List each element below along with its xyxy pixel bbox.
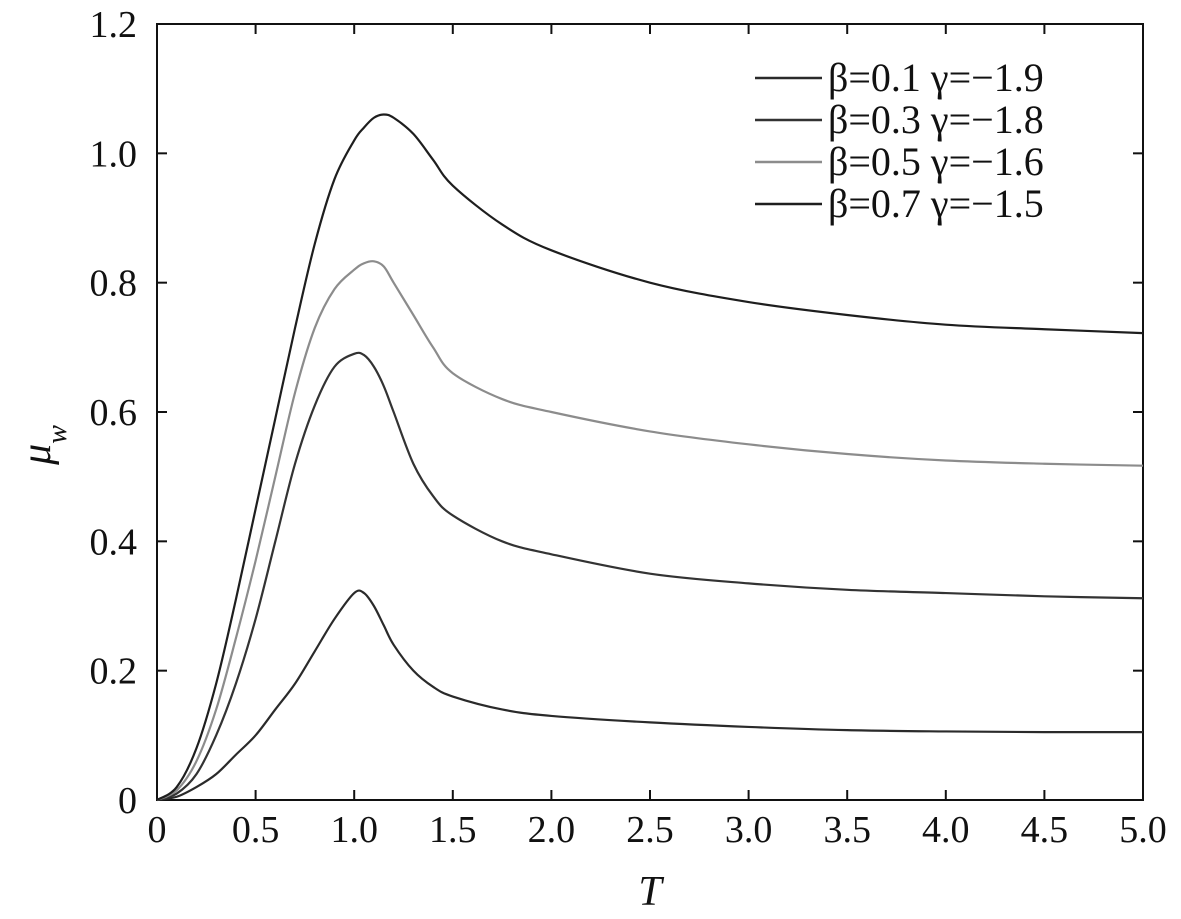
- x-tick-label: 0: [148, 809, 167, 851]
- x-tick-label: 0.5: [232, 809, 280, 851]
- x-axis-label: T: [638, 869, 664, 915]
- legend-label-1: β=0.1 γ=−1.9: [828, 55, 1044, 100]
- x-tick-label: 1.0: [330, 809, 378, 851]
- series-line-1: [156, 589, 1144, 802]
- y-tick-label: 0.2: [90, 651, 138, 693]
- y-axis-label-main: μ: [14, 444, 60, 466]
- x-tick-label: 5.0: [1119, 809, 1167, 851]
- tick-labels: 0 0.5 1.0 1.5 2.0 2.5 3.0 3.5 4.0 4.5 5.0 0 0.2 0.4 0.…: [90, 4, 1167, 851]
- y-axis-label-sub: w: [42, 425, 73, 444]
- y-tick-label: 0.6: [90, 392, 138, 434]
- x-tick-label: 3.5: [823, 809, 871, 851]
- y-tick-label: 0.8: [90, 263, 138, 305]
- x-tick-label: 2.0: [528, 809, 576, 851]
- series-line-4: [156, 113, 1144, 801]
- series-lines: [156, 113, 1144, 802]
- axis-ticks: [156, 23, 1144, 801]
- y-tick-label: 0: [118, 780, 137, 822]
- x-tick-label: 4.5: [1021, 809, 1069, 851]
- series-line-2: [156, 351, 1144, 802]
- x-tick-label: 4.0: [922, 809, 970, 851]
- x-tick-label: 1.5: [429, 809, 477, 851]
- x-tick-label: 2.5: [626, 809, 674, 851]
- legend-label-2: β=0.3 γ=−1.8: [828, 97, 1044, 142]
- legend-label-4: β=0.7 γ=−1.5: [828, 181, 1044, 226]
- legend-label-3: β=0.5 γ=−1.6: [828, 139, 1044, 184]
- legend: β=0.1 γ=−1.9β=0.3 γ=−1.8β=0.5 γ=−1.6β=0.…: [755, 55, 1044, 226]
- y-axis-label: μw: [14, 425, 73, 466]
- y-tick-label: 1.2: [90, 4, 138, 46]
- x-tick-label: 3.0: [725, 809, 773, 851]
- y-tick-label: 1.0: [90, 133, 138, 175]
- y-tick-label: 0.4: [90, 521, 138, 563]
- series-line-3: [156, 260, 1144, 802]
